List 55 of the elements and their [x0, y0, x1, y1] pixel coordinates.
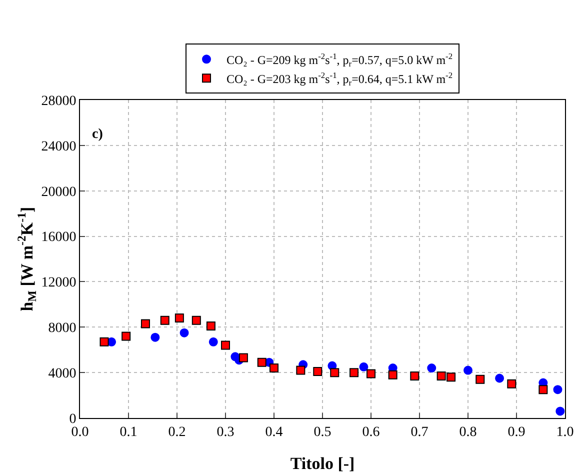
x-tick-label: 0.6	[362, 424, 380, 440]
point	[388, 370, 398, 380]
y-tick-label: 20000	[41, 184, 76, 200]
y-tick-label: 28000	[41, 94, 76, 109]
x-tick-label: 0.5	[314, 424, 332, 440]
x-tick-label: 0.9	[508, 424, 526, 440]
x-tick-label: 0.8	[459, 424, 477, 440]
y-tick-label: 8000	[48, 321, 76, 336]
point	[556, 406, 565, 416]
point	[208, 337, 218, 346]
x-axis-title: Titolo [-]	[290, 454, 355, 473]
legend-label: CO₂ - G=203 kg m$^{-2}$s$^{-1}$, p$_{r}$=0.64, q=5.1 kW m$^{-2}$	[226, 70, 453, 88]
point	[160, 316, 170, 325]
point	[330, 368, 340, 378]
point	[238, 353, 248, 362]
x-tick-label: 0.2	[168, 424, 186, 440]
point	[507, 379, 516, 388]
point	[296, 366, 306, 375]
legend-label: CO₂ - G=209 kg m$^{-2}$s$^{-1}$, p$_{r}$=0.57, q=5.0 kW m$^{-2}$	[226, 52, 453, 68]
x-tick-label: 0.4	[265, 424, 283, 440]
point	[476, 374, 485, 384]
point	[122, 332, 131, 341]
point	[464, 366, 472, 375]
point	[553, 385, 562, 394]
x-tick-label: 0.7	[410, 424, 428, 440]
y-tick-label: 4000	[48, 366, 76, 382]
point	[313, 366, 322, 376]
y-tick-label: 12000	[41, 276, 76, 291]
point	[221, 340, 230, 350]
point	[350, 368, 359, 378]
point	[140, 319, 150, 328]
point	[410, 371, 420, 380]
point	[366, 369, 376, 378]
point	[180, 328, 189, 338]
y-tick-label: 16000	[41, 230, 76, 246]
point	[538, 385, 548, 394]
annotation: c)	[92, 127, 104, 142]
point	[257, 358, 266, 367]
point	[174, 314, 184, 323]
point	[495, 374, 504, 383]
x-tick-label: 0.0	[71, 424, 89, 440]
x-tick-label: 1.0	[556, 424, 574, 440]
point	[192, 316, 201, 325]
point	[100, 337, 109, 346]
point	[270, 364, 278, 373]
point	[436, 371, 446, 380]
point	[150, 332, 160, 342]
y-tick-label: 0	[69, 412, 76, 427]
point	[427, 364, 436, 373]
point	[206, 322, 216, 331]
x-tick-label: 0.1	[120, 424, 138, 440]
point	[446, 372, 456, 382]
point	[359, 362, 368, 372]
x-tick-label: 0.3	[216, 424, 234, 440]
y-tick-label: 24000	[41, 139, 76, 154]
